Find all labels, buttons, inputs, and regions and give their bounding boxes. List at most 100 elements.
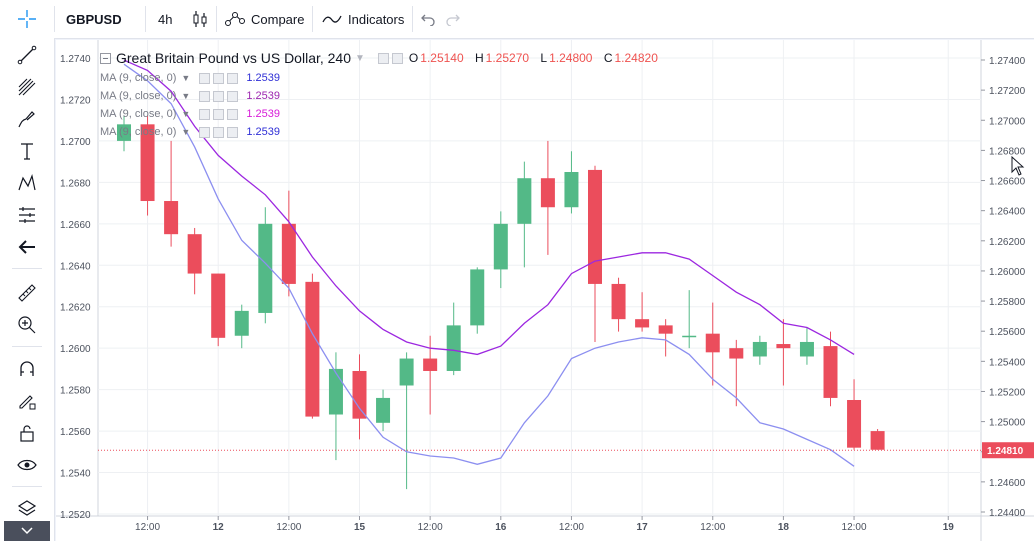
compare-label: Compare: [251, 11, 305, 27]
candle-body: [540, 178, 555, 208]
right-axis-tick-label: 1.26600: [989, 177, 1026, 188]
left-axis-tick-label: 1.2640: [60, 261, 91, 272]
left-axis-tick-label: 1.2600: [60, 344, 91, 355]
hide-study-icon[interactable]: [199, 108, 211, 120]
remove-study-icon[interactable]: [227, 108, 239, 120]
left-axis-tick-label: 1.2520: [60, 510, 91, 521]
candle-body: [752, 341, 767, 357]
symbol-search-button[interactable]: GBPUSD: [66, 11, 122, 27]
series-settings-icon[interactable]: [391, 52, 403, 64]
toolbar-divider: [412, 6, 413, 32]
time-axis-tick-label: 17: [637, 522, 649, 533]
study-label: MA (9, close, 0): [100, 72, 177, 84]
measure-tool[interactable]: [0, 278, 54, 308]
forecast-tool[interactable]: [0, 200, 54, 230]
study-settings-icon[interactable]: [213, 126, 225, 138]
candle-body: [870, 431, 885, 450]
right-axis-tick-label: 1.24600: [989, 478, 1026, 489]
study-value: 1.2539: [246, 126, 280, 138]
indicators-button[interactable]: Indicators: [322, 0, 404, 38]
candle-body: [211, 273, 226, 338]
candlestick-chart[interactable]: 1.2740 1.2720 1.2700 1.2680 1.2660 1.2640 1.26…: [56, 40, 1034, 541]
candle-body: [281, 223, 296, 284]
study-label: MA (9, close, 0): [100, 108, 177, 120]
hide-toolbar-button[interactable]: [0, 232, 54, 262]
remove-study-icon[interactable]: [227, 72, 239, 84]
candle-body: [305, 281, 320, 417]
time-axis-tick-label: 19: [943, 522, 955, 533]
undo-button[interactable]: [420, 0, 436, 38]
study-legend-row: MA (9, close, 0) ▼ 1.2539: [100, 126, 280, 138]
study-label: MA (9, close, 0): [100, 90, 177, 102]
candle-body: [517, 178, 532, 224]
pattern-tool[interactable]: [0, 168, 54, 198]
candle-body: [399, 358, 414, 386]
study-settings-icon[interactable]: [213, 90, 225, 102]
fib-tool[interactable]: [0, 72, 54, 102]
candle-body: [658, 325, 673, 334]
left-axis-tick-label: 1.2580: [60, 386, 91, 397]
time-axis-tick-label: 12:00: [559, 522, 584, 533]
time-axis-tick-label: 12: [213, 522, 225, 533]
ohlc-values: O 1.25140 H 1.25270 L 1.24800 C 1.24820: [408, 51, 658, 65]
trend-line-tool[interactable]: [0, 40, 54, 70]
time-axis-tick-label: 15: [354, 522, 366, 533]
interval-button[interactable]: 4h: [158, 11, 173, 27]
candle-body: [588, 169, 602, 284]
hide-series-icon[interactable]: [377, 52, 389, 64]
candle-body: [234, 310, 249, 336]
lock-all-button[interactable]: [0, 418, 54, 448]
study-value: 1.2539: [246, 108, 280, 120]
remove-study-icon[interactable]: [227, 90, 239, 102]
hide-study-icon[interactable]: [199, 90, 211, 102]
zoom-tool[interactable]: [0, 310, 54, 340]
hide-drawings-button[interactable]: [0, 450, 54, 480]
chart-pane[interactable]: 1.2740 1.2720 1.2700 1.2680 1.2660 1.2640 1.26…: [56, 40, 1034, 541]
chevron-down-icon[interactable]: ▼: [181, 109, 191, 119]
candle-body: [352, 370, 367, 419]
brush-tool[interactable]: [0, 104, 54, 134]
right-axis-tick-label: 1.27400: [989, 56, 1026, 67]
chevron-down-icon[interactable]: ▼: [181, 91, 191, 101]
redo-button[interactable]: [445, 0, 461, 38]
hide-study-icon[interactable]: [199, 72, 211, 84]
time-axis-tick-label: 16: [495, 522, 507, 533]
study-settings-icon[interactable]: [213, 72, 225, 84]
object-tree-button[interactable]: [0, 494, 54, 524]
candle-body: [493, 223, 508, 270]
right-axis-tick-label: 1.25200: [989, 387, 1026, 398]
zoom-in-icon: [18, 316, 36, 334]
magnet-button[interactable]: [0, 354, 54, 384]
chevron-down-icon[interactable]: ▼: [181, 73, 191, 83]
candlestick-icon: [193, 11, 207, 27]
chevron-down-icon[interactable]: ▼: [181, 127, 191, 137]
right-axis-tick-label: 1.26800: [989, 146, 1026, 157]
candle-body: [187, 234, 202, 274]
chevron-down-icon[interactable]: ▼: [355, 52, 365, 64]
hide-study-icon[interactable]: [199, 126, 211, 138]
text-icon: [21, 143, 33, 160]
study-settings-icon[interactable]: [213, 108, 225, 120]
toolbar-divider: [216, 6, 217, 32]
top-toolbar: GBPUSD 4h Compare Indicators: [0, 0, 1034, 39]
remove-study-icon[interactable]: [227, 126, 239, 138]
lock-drawing-button[interactable]: [0, 386, 54, 416]
collapse-legend-icon[interactable]: [100, 52, 111, 64]
ma-line-slow: [123, 59, 855, 356]
candle-body: [470, 269, 485, 326]
time-axis-tick-label: 12:00: [700, 522, 725, 533]
crosshair-icon[interactable]: [0, 0, 54, 38]
right-axis-tick-label: 1.25400: [989, 357, 1026, 368]
chart-title: Great Britain Pound vs US Dollar, 240: [116, 50, 352, 66]
candle-body: [140, 124, 155, 202]
right-axis-tick-label: 1.26200: [989, 237, 1026, 248]
collapse-toolbar-button[interactable]: [4, 521, 50, 541]
chart-style-button[interactable]: [192, 0, 208, 38]
right-axis-tick-label: 1.26000: [989, 267, 1026, 278]
toolbar-divider: [12, 268, 42, 269]
compare-button[interactable]: Compare: [224, 0, 304, 38]
text-tool[interactable]: [0, 136, 54, 166]
left-axis-tick-label: 1.2540: [60, 469, 91, 480]
indicators-icon: [322, 15, 342, 23]
pitchfork-icon: [18, 78, 36, 96]
